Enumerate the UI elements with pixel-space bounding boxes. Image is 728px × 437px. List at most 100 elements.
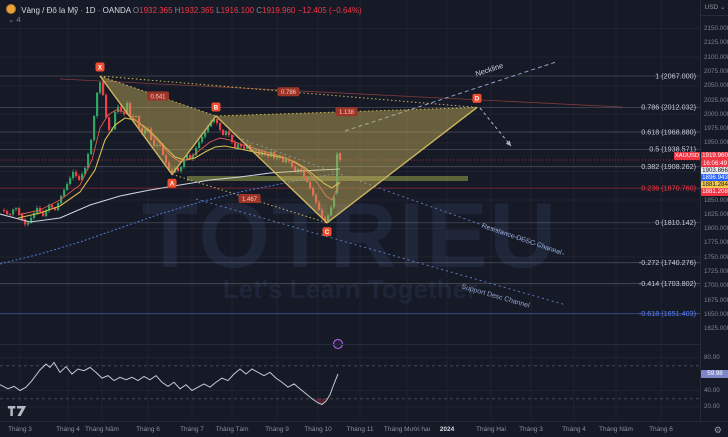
price-tick: 1975.000 [704,125,728,133]
price-tick: 1950.000 [704,139,728,147]
price-axis[interactable]: USD ⌄ 2150.000 2125.000 2100.000 2075.000 20… [674,0,728,421]
axis-value-label: 16:06:49 [701,160,728,168]
svg-text:1.138: 1.138 [339,110,355,116]
neckline [344,61,557,132]
oscillator-value-label: 59.98 [701,370,728,378]
chart-canvas[interactable]: 1 (2067.000) 0.786 (2012.032) 0.618 (1968.… [0,0,700,421]
price-tick: 1800.000 [704,225,728,233]
close-value: 1919.960 [262,6,296,15]
fib-label: 0 (1810.142) [655,218,696,227]
time-axis-label: Tháng Năm [599,426,633,433]
pattern-ratio-label[interactable] [238,194,261,204]
fib-extension[interactable]: 1 (2067.000) 0.786 (2012.032) 0.618 (1968.… [0,71,700,318]
price-tick: 2100.000 [704,53,728,61]
time-axis-label: Tháng 10 [304,426,332,433]
oscillator-tick: 40.00 [704,386,720,394]
price-tick: 1750.000 [704,253,728,261]
time-axis[interactable]: ⚙ Tháng 3 Tháng 4 Tháng Năm Tháng 6 Tháng 7 T… [0,421,728,437]
fib-label: 0.618 (1968.880) [641,127,696,136]
price-tick: 1700.000 [704,282,728,290]
fib-label: 0.5 (1938.571) [649,145,696,154]
time-axis-label: 2024 [439,426,455,433]
time-axis-label: Tháng 3 [8,426,32,433]
open-value: 1932.365 [139,6,173,15]
axis-value-label: 1881.284 [701,181,728,189]
oscillator-tick: 80.00 [704,353,720,361]
harmonic-pattern[interactable]: 0.541 0.786 1.138 1.467 X A B C D [95,62,482,237]
svg-text:C: C [325,229,330,236]
high-label: H [174,6,181,15]
time-axis-label: Tháng 6 [136,426,160,433]
close-label: C [256,6,262,15]
fib-label: -0.414 (1703.802) [639,279,696,288]
fib-label: 0.236 (1870.760) [641,183,696,192]
time-axis-label: Tháng 3 [519,426,543,433]
time-axis-label: Tháng 4 [562,426,586,433]
demand-band[interactable] [187,176,468,181]
price-tick: 2050.000 [704,82,728,90]
high-value: 1932.365 [180,6,214,15]
current-price-label: 1919.960 XAUUSD [674,152,728,160]
low-label: L [216,6,221,15]
price-tick: 2025.000 [704,96,728,104]
price-tick: 1625.000 [704,325,728,333]
annotation-support-channel-label[interactable]: Support Desc Channel [461,283,531,309]
pattern-ratio-label[interactable] [147,91,169,101]
svg-text:0.786: 0.786 [281,90,297,96]
fib-label: 0.382 (1908.262) [641,162,696,171]
oscillator-pane [0,338,344,406]
oscillator-tick: 20.00 [704,403,720,411]
svg-text:A: A [170,181,175,188]
time-axis-label: Tháng Năm [85,426,119,433]
time-axis-label: Tháng Mười hai [383,426,431,433]
svg-text:B: B [214,104,219,111]
annotation-resistance-channel-label[interactable]: Resistance DESC Channel [481,223,563,257]
pattern-point-D[interactable] [472,93,482,103]
time-axis-label: Tháng Hai [476,426,506,433]
price-tick: 2000.000 [704,110,728,118]
change-value: −12.405 (−0.64%) [297,6,362,15]
time-axis-label: Tháng 11 [346,426,374,433]
price-tick: 1825.000 [704,210,728,218]
tradingview-logo[interactable] [7,404,27,422]
fib-label: 0.786 (2012.032) [641,103,696,112]
chevron-down-icon: ⌄ [720,4,726,11]
price-tick: 2075.000 [704,67,728,75]
symbol-tag: XAUUSD [674,152,700,160]
pattern-ratio-label[interactable] [335,107,358,117]
exchange-label: OANDA [102,6,131,15]
currency-selector[interactable]: USD ⌄ [701,0,728,16]
fib-label: -0.618 (1651.403) [639,309,696,318]
pattern-point-B[interactable] [211,102,221,112]
indicators-count: 4 [16,15,21,24]
time-axis-label: Tháng 7 [180,426,204,433]
chevron-down-icon[interactable]: ⌄ [8,15,15,24]
low-value: 1916.100 [220,6,254,15]
gear-icon[interactable]: ⚙ [713,425,722,435]
symbol-name[interactable]: Vàng / Đô la Mỹ [21,6,79,15]
svg-text:X: X [98,64,103,71]
axis-value-label: 1881.208 [701,188,728,196]
svg-text:0.541: 0.541 [150,94,166,100]
arrowhead-icon [505,140,511,146]
ma-red[interactable] [17,109,341,216]
fib-label: -0.272 (1740.276) [639,258,696,267]
pane-separator[interactable] [0,344,728,345]
axis-value-label: 1903.866 [701,167,728,175]
projection-arrow [479,107,512,147]
symbol-legend[interactable]: Vàng / Đô la Mỹ · 1D · OANDA O1932.365 H… [6,4,362,16]
pattern-point-C[interactable] [322,227,332,237]
ma-yellow[interactable] [17,117,341,219]
oscillator-line[interactable] [0,361,339,406]
price-tick: 1725.000 [704,267,728,275]
pattern-ratio-label[interactable] [277,87,300,97]
price-tick: 1650.000 [704,310,728,318]
ma-blue[interactable] [0,172,341,265]
support-channel [195,198,567,306]
time-axis-label: Tháng 9 [265,426,289,433]
svg-text:1.467: 1.467 [242,197,258,203]
pattern-point-A[interactable] [167,178,177,188]
indicators-collapse[interactable]: ⌄ 4 [8,15,21,24]
pattern-point-X[interactable] [95,62,105,72]
timeframe-label[interactable]: 1D [85,6,96,15]
